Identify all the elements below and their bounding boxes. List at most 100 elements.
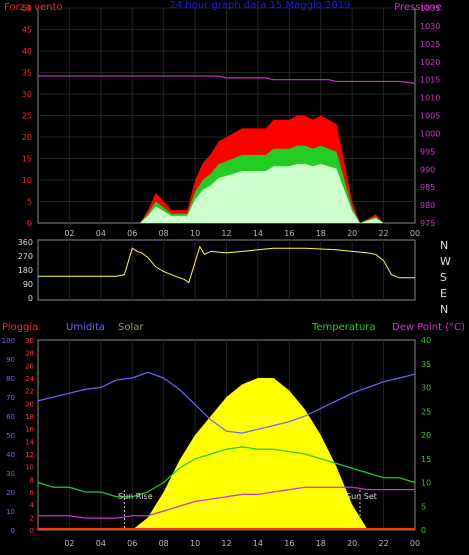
- pressure-tick-label: 975: [420, 219, 435, 228]
- solar-tick-label: 2: [30, 514, 34, 522]
- solar-tick-label: 0: [30, 527, 34, 535]
- temp-tick-label: 35: [421, 360, 431, 369]
- x-tick-label: 04: [96, 229, 106, 238]
- solar-tick-label: 10: [25, 464, 34, 472]
- chart-marks: [37, 75, 416, 530]
- x-tick-label: 16: [284, 229, 294, 238]
- temp-tick-label: 30: [421, 384, 431, 393]
- x-tick-label: 16: [284, 539, 294, 548]
- solar-tick-label: 28: [25, 350, 34, 358]
- solar-tick-label: 22: [25, 388, 34, 396]
- solar-tick-label: 4: [30, 502, 35, 510]
- x-tick-label: 10: [190, 539, 200, 548]
- humidity-line: [37, 371, 416, 434]
- rain-axis-label: Pioggia: [2, 322, 38, 333]
- pressure-tick-label: 1025: [420, 40, 440, 49]
- axis-ticks: 0510152025303540455097598098599099510001…: [2, 4, 451, 548]
- x-tick-label: 20: [347, 539, 357, 548]
- rain-tick-label: 80: [6, 375, 15, 383]
- direction-tick-label: 180: [18, 266, 33, 275]
- solar-area: [38, 378, 415, 530]
- solar-tick-label: 16: [25, 426, 34, 434]
- wind-tick-label: 15: [22, 155, 32, 164]
- solar-tick-label: 30: [25, 337, 34, 345]
- rain-tick-label: 90: [6, 356, 15, 364]
- x-tick-label: 20: [347, 229, 357, 238]
- sun-set-label: Sun Set: [346, 492, 377, 501]
- x-tick-label: 04: [96, 539, 106, 548]
- direction-tick-label: 90: [23, 280, 33, 289]
- solar-tick-label: 26: [25, 362, 34, 370]
- x-tick-label: 00: [410, 229, 420, 238]
- compass-label: S: [440, 271, 447, 284]
- wind-tick-label: 40: [22, 47, 32, 56]
- x-tick-label: 02: [64, 539, 74, 548]
- pressure-tick-label: 980: [420, 201, 435, 210]
- temp-tick-label: 40: [421, 336, 431, 345]
- rain-tick-label: 20: [6, 489, 15, 497]
- solar-tick-label: 12: [25, 451, 34, 459]
- pressure-tick-label: 1005: [420, 112, 440, 121]
- rain-tick-label: 100: [2, 337, 15, 345]
- pressure-tick-label: 1035: [420, 4, 440, 13]
- rain-tick-label: 70: [6, 394, 15, 402]
- solar-axis-label: Solar: [118, 322, 144, 333]
- x-tick-label: 14: [253, 539, 263, 548]
- x-tick-label: 12: [221, 229, 231, 238]
- wind-tick-label: 30: [22, 90, 32, 99]
- x-tick-label: 08: [159, 229, 169, 238]
- direction-tick-label: 270: [18, 252, 33, 261]
- wind-direction-line: [38, 245, 415, 284]
- x-tick-label: 22: [378, 539, 388, 548]
- pressure-tick-label: 990: [420, 165, 435, 174]
- solar-tick-label: 20: [25, 400, 34, 408]
- solar-tick-label: 18: [25, 413, 34, 421]
- x-tick-label: 08: [159, 539, 169, 548]
- solar-tick-label: 14: [25, 438, 34, 446]
- x-tick-label: 22: [378, 229, 388, 238]
- temp-tick-label: 0: [421, 526, 426, 535]
- dewpoint-line: [38, 486, 415, 519]
- pressure-tick-label: 1015: [420, 76, 440, 85]
- compass-label: N: [440, 303, 448, 316]
- wind-tick-label: 5: [27, 198, 32, 207]
- temperature-line: [37, 446, 416, 498]
- wind-axis-label: Forza vento: [4, 2, 63, 13]
- rain-tick-label: 50: [6, 432, 15, 440]
- rain-tick-label: 60: [6, 413, 15, 421]
- x-tick-label: 00: [410, 539, 420, 548]
- rain-tick-label: 40: [6, 451, 15, 459]
- x-tick-label: 06: [127, 229, 137, 238]
- pressure-tick-label: 1030: [420, 22, 440, 31]
- solar-tick-label: 8: [30, 476, 34, 484]
- wind-tick-label: 20: [22, 133, 32, 142]
- x-tick-label: 10: [190, 229, 200, 238]
- wind-tick-label: 50: [22, 4, 32, 13]
- x-tick-label: 14: [253, 229, 263, 238]
- rain-tick-label: 10: [6, 508, 15, 516]
- chart-title: 24 hour graph data 15 Maggio 2019: [169, 0, 350, 11]
- wind-tick-label: 10: [22, 176, 32, 185]
- direction-tick-label: 0: [28, 294, 33, 303]
- temperature-axis-label: Temperatura: [311, 322, 376, 333]
- compass-label: W: [440, 255, 451, 268]
- pressure-axis-label: Pressione: [394, 2, 442, 13]
- x-tick-label: 06: [127, 539, 137, 548]
- wind-tick-label: 45: [22, 26, 32, 35]
- pressure-line: [38, 75, 416, 84]
- x-tick-label: 02: [64, 229, 74, 238]
- x-tick-label: 18: [316, 229, 326, 238]
- rain-tick-label: 30: [6, 470, 15, 478]
- x-tick-label: 18: [316, 539, 326, 548]
- compass-label: N: [440, 239, 448, 252]
- temp-tick-label: 10: [421, 479, 431, 488]
- rain-tick-label: 0: [11, 527, 15, 535]
- sun-rise-label: Sun Rise: [118, 492, 153, 501]
- compass-label: E: [440, 287, 447, 300]
- humidity-axis-label: Umidita: [66, 322, 105, 333]
- temp-tick-label: 25: [421, 407, 431, 416]
- pressure-tick-label: 1000: [420, 129, 440, 138]
- direction-tick-label: 360: [18, 238, 33, 247]
- pressure-tick-label: 1020: [420, 58, 440, 67]
